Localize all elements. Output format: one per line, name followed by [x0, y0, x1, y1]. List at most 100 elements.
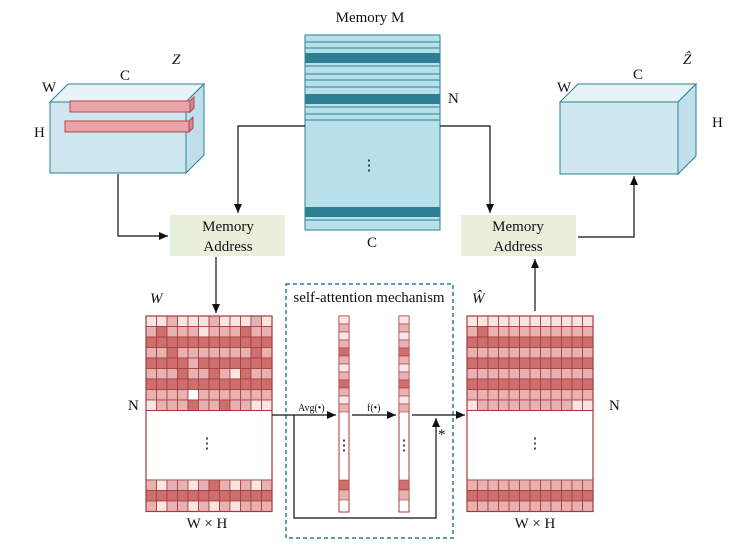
matrix-cell	[540, 326, 552, 338]
matrix-cell	[240, 479, 252, 491]
matrix-cell	[166, 378, 178, 390]
matrix-cell	[208, 479, 220, 491]
matrix-cell	[508, 378, 520, 390]
matrix-cell	[519, 389, 531, 401]
multiply-star: *	[438, 427, 446, 443]
matrix-cell	[145, 368, 157, 380]
matrix-cell	[177, 479, 189, 491]
matrix-cell	[229, 500, 241, 512]
matrix-cell	[177, 357, 189, 369]
matrix-cell	[550, 378, 562, 390]
matrix-cell	[540, 490, 552, 502]
matrix-cell	[508, 500, 520, 512]
cube-zhat-front	[559, 101, 679, 175]
matrix-cell	[177, 326, 189, 338]
matrix-body	[466, 410, 594, 481]
matrix-cell	[198, 315, 210, 327]
matrix-cell	[261, 490, 273, 502]
matrix-cell	[198, 479, 210, 491]
matrix-cell	[487, 479, 499, 491]
matrix-cell	[145, 490, 157, 502]
matrix-cell	[240, 389, 252, 401]
cube-z-name: Z	[172, 52, 181, 68]
matrix-cell	[261, 500, 273, 512]
matrix-cell	[208, 326, 220, 338]
matrix-cell	[250, 315, 262, 327]
matrix-cell	[261, 336, 273, 348]
matrix-cell	[498, 357, 510, 369]
matrix-cell	[561, 315, 573, 327]
matrix-cell	[229, 490, 241, 502]
matrix-cell	[187, 399, 199, 411]
matrix-cell	[582, 399, 594, 411]
matrix-cell	[187, 368, 199, 380]
matrix-cell	[466, 347, 478, 359]
self-attention-box	[285, 283, 454, 539]
w-matrix-wh-label: W × H	[187, 516, 228, 532]
matrix-cell	[529, 357, 541, 369]
matrix-cell	[540, 399, 552, 411]
matrix-cell	[208, 315, 220, 327]
matrix-cell	[498, 389, 510, 401]
memory-address-right	[461, 215, 576, 256]
cube-z-w-label: W	[42, 80, 57, 96]
vector-cell	[398, 379, 410, 389]
matrix-cell	[250, 479, 262, 491]
vector-cell	[338, 355, 350, 365]
matrix-cell	[508, 399, 520, 411]
memory-body	[304, 34, 441, 231]
matrix-cell	[582, 389, 594, 401]
vector-cell	[338, 489, 350, 501]
matrix-cell	[229, 347, 241, 359]
matrix-cell	[198, 378, 210, 390]
matrix-cell	[240, 490, 252, 502]
cube-z-c-label: C	[120, 68, 130, 84]
matrix-cell	[219, 479, 231, 491]
matrix-cell	[540, 389, 552, 401]
matrix-cell	[550, 490, 562, 502]
matrix-cell	[487, 326, 499, 338]
matrix-cell	[582, 315, 594, 327]
matrix-cell	[229, 479, 241, 491]
memory-n-label: N	[448, 91, 459, 107]
matrix-cell	[540, 479, 552, 491]
matrix-cell	[145, 479, 157, 491]
cube-z-slices	[64, 95, 195, 134]
vector-cell	[398, 489, 410, 501]
vector-cell	[338, 363, 350, 373]
matrix-cell	[219, 336, 231, 348]
vector-cell	[338, 479, 350, 491]
cube-z-h-label: H	[34, 125, 45, 141]
matrix-cell	[229, 315, 241, 327]
matrix-cell	[198, 357, 210, 369]
matrix-cell	[529, 326, 541, 338]
matrix-cell	[145, 389, 157, 401]
matrix-cell	[582, 347, 594, 359]
matrix-cell	[187, 378, 199, 390]
matrix-cell	[519, 336, 531, 348]
cube-zhat-c-label: C	[633, 67, 643, 83]
matrix-cell	[261, 347, 273, 359]
matrix-cell	[177, 368, 189, 380]
matrix-cell	[250, 347, 262, 359]
matrix-cell	[529, 378, 541, 390]
matrix-cell	[540, 368, 552, 380]
matrix-cell	[466, 368, 478, 380]
matrix-cell	[477, 378, 489, 390]
matrix-cell	[208, 336, 220, 348]
matrix-cell	[466, 490, 478, 502]
matrix-cell	[187, 389, 199, 401]
cube-zhat-h-label: H	[712, 115, 723, 131]
matrix-cell	[466, 500, 478, 512]
matrix-cell	[571, 326, 583, 338]
matrix-cell	[508, 490, 520, 502]
matrix-cell	[166, 389, 178, 401]
memory-stripes	[305, 41, 440, 221]
matrix-cell	[219, 357, 231, 369]
matrix-cell	[177, 315, 189, 327]
matrix-cell	[229, 326, 241, 338]
matrix-cell	[487, 336, 499, 348]
w-matrix-name: W	[150, 291, 164, 307]
matrix-cell	[561, 336, 573, 348]
